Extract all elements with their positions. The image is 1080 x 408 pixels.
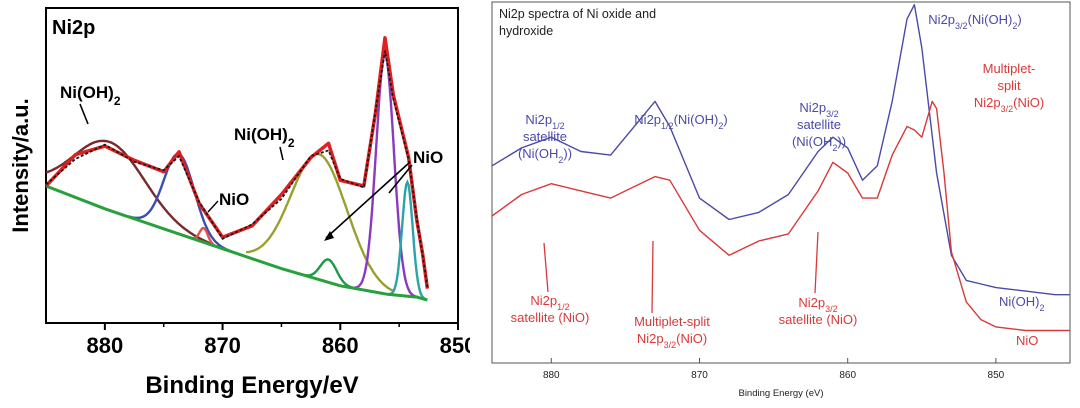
annotation-arrow (79, 103, 89, 125)
chart-title: Ni2p (52, 17, 95, 39)
left-chart: Ni2p 880 870 860 850 Binding Energy/eV Intensi… (0, 0, 476, 403)
x-axis-label: Binding Energy (eV) (738, 388, 823, 399)
x-tick-label: 880 (86, 333, 123, 358)
chart-title-line: Ni2p spectra of Ni oxide and (499, 7, 656, 21)
annotation-ni2p32-sat-ni-oh2: satellite (797, 117, 841, 132)
annotation-ni2p12-sat-ni-oh2: satellite (523, 129, 567, 144)
x-tick-label: 850 (988, 370, 1005, 381)
annotation-ni2p12-ni-oh2: Ni2p1/2(Ni(OH)2) (634, 112, 727, 131)
annotation-ni2p32-sat-ni-oh2: Ni2p3/2 (799, 100, 838, 119)
plot-frame (491, 1, 1071, 364)
annotation-nio-2: NiO (413, 148, 443, 167)
x-tick-label: 880 (543, 370, 560, 381)
annotation-pointer (543, 242, 549, 293)
component-nio_main (387, 179, 426, 300)
x-axis-label: Binding Energy/eV (145, 372, 358, 399)
annotation-multiplet-split-ni2p32-nio-2: Ni2p3/2(NiO) (637, 331, 707, 350)
annotation-ni2p12-sat-ni-oh2: (Ni(OH2)) (518, 146, 572, 165)
annotation-ni2p32-sat-nio: Ni2p3/2 (798, 295, 837, 314)
component-ni_oh2_sat_2 (246, 152, 394, 292)
x-tick-label: 850 (440, 333, 470, 358)
annotation-multiplet-split-ni2p32-nio-2: Multiplet-split (634, 314, 710, 329)
right-chart-svg: Ni2p spectra of Ni oxide and hydroxide 880… (491, 1, 1071, 399)
annotation-nio-1: NiO (219, 190, 249, 209)
annotation-pointer (814, 231, 819, 294)
y-axis-label: Intensity/a.u. (8, 98, 33, 232)
annotation-arrow (325, 161, 411, 239)
annotation-arrow (388, 164, 413, 194)
annotation-ni2p12-sat-ni-oh2: Ni2p1/2 (525, 112, 564, 131)
annotation-ni2p12-sat-nio: Ni2p1/2 (530, 293, 569, 312)
series-nio (491, 100, 1070, 332)
annotation-ni2p32-ni-oh2: Ni2p3/2(Ni(OH)2) (928, 12, 1021, 31)
series-label-nio: NiO (1016, 333, 1038, 348)
annotation-ni-oh2-2: Ni(OH)2 (234, 125, 295, 150)
annotation-arrowhead (324, 231, 334, 241)
series-experimental (45, 50, 429, 288)
annotation-ni-oh2-1: Ni(OH)2 (60, 83, 121, 108)
annotation-ni2p32-sat-nio: satellite (NiO) (779, 312, 858, 327)
x-tick-label: 870 (691, 370, 708, 381)
annotation-multiplet-split-ni2p32-nio: Ni2p3/2(NiO) (974, 95, 1044, 114)
left-chart-svg: Ni2p 880 870 860 850 Binding Energy/eV Intensi… (8, 7, 476, 399)
x-tick-label: 870 (204, 333, 241, 358)
annotation-multiplet-split-ni2p32-nio: split (997, 78, 1021, 93)
annotation-ni2p12-sat-nio: satellite (NiO) (511, 310, 590, 325)
annotation-multiplet-split-ni2p32-nio: Multiplet- (983, 61, 1036, 76)
series-background (45, 184, 428, 302)
plot-frame (45, 7, 459, 324)
series-nioh2 (491, 4, 1070, 296)
right-chart: Ni2p spectra of Ni oxide and hydroxide 880… (487, 0, 1080, 403)
series-label-ni-oh2: Ni(OH)2 (999, 294, 1044, 313)
x-tick-label: 860 (322, 333, 359, 358)
annotation-arrow (279, 146, 284, 161)
annotation-ni2p32-sat-ni-oh2: (Ni(OH2)) (792, 134, 846, 153)
x-tick-label: 860 (839, 370, 856, 381)
annotation-pointer (651, 240, 654, 314)
chart-title-line: hydroxide (499, 24, 553, 38)
annotation-arrow (207, 200, 219, 213)
